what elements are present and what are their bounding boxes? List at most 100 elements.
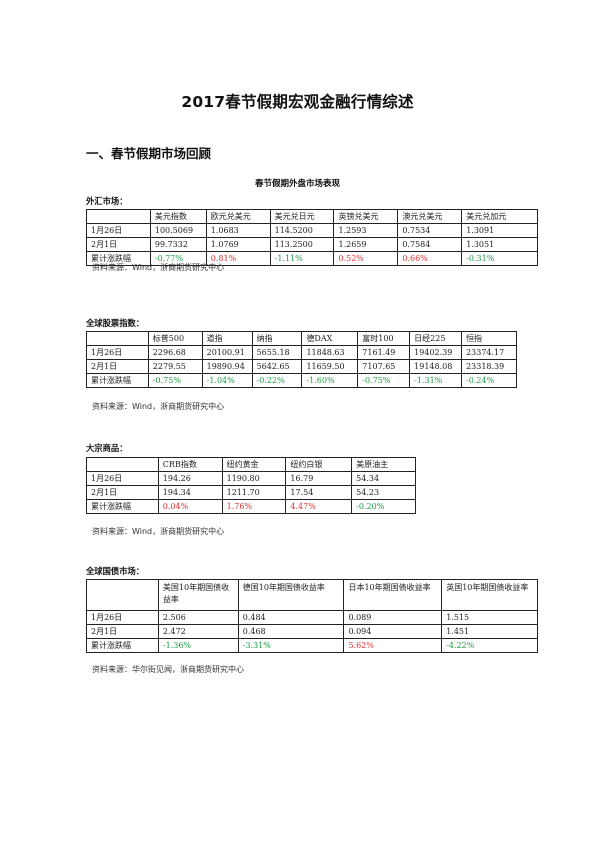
column-header: 道指	[201, 331, 253, 346]
table-cell: -1.60%	[301, 373, 359, 388]
table-cell: 100.5069	[149, 223, 207, 238]
table-header-row: 美元指数 欧元兑美元 美元兑日元 英镑兑美元 澳元兑美元 美元兑加元	[86, 209, 538, 224]
table-cell: 1.0683	[205, 223, 271, 238]
column-header: 纽约白银	[285, 457, 353, 472]
table-cell: -4.22%	[441, 638, 538, 653]
table-cell: 7107.65	[357, 359, 411, 374]
fx-source: 资料来源：Wind，浙商期货研究中心	[92, 263, 225, 272]
row-label-cell: 累计涨跌幅	[86, 499, 159, 514]
table-cell: -1.36%	[157, 638, 239, 653]
stocks-label: 全球股票指数：	[86, 318, 145, 328]
column-header: 美国10年期国债收益率	[157, 579, 239, 611]
table-row: 累计涨跌幅 -1.36% -3.31% 5.62% -4.22%	[86, 638, 538, 653]
table-cell: 23374.17	[461, 345, 517, 360]
stocks-table: 标普500 道指 纳指 德DAX 富时100 日经225 恒指 1月26日 2296.68 201…	[86, 331, 517, 388]
row-label-cell: 1月26日	[86, 471, 159, 486]
table-cell: 1190.80	[221, 471, 287, 486]
table-row: 2月1日 2.472 0.468 0.094 1.451	[86, 624, 538, 639]
table-header-row: 标普500 道指 纳指 德DAX 富时100 日经225 恒指	[86, 331, 517, 346]
table-cell: -0.31%	[461, 251, 538, 266]
table-header-row: CRB指数 纽约黄金 纽约白银 美原油主	[86, 457, 416, 472]
stocks-source: 资料来源：Wind，浙商期货研究中心	[92, 402, 225, 411]
table-caption: 春节假期外盘市场表现	[254, 179, 340, 189]
table-cell: 99.7332	[149, 237, 207, 252]
table-cell: 4.47%	[285, 499, 353, 514]
table-cell: -0.20%	[351, 499, 416, 514]
table-row: 累计涨跌幅 -0.77% 0.81% -1.11% 0.52% 0.66% -0.31%	[86, 251, 538, 266]
table-row: 1月26日 194.26 1190.80 16.79 54.34	[86, 471, 416, 486]
row-label-cell: 1月26日	[86, 345, 149, 360]
table-cell: 1.451	[441, 624, 538, 639]
table-cell: 17.54	[285, 485, 353, 500]
column-header: 德DAX	[301, 331, 359, 346]
table-cell: 0.66%	[397, 251, 463, 266]
column-header: 日本10年期国债收益率	[343, 579, 443, 611]
column-header: 英国10年期国债收益率	[441, 579, 538, 611]
table-cell: 19890.94	[201, 359, 253, 374]
table-cell: -1.04%	[201, 373, 253, 388]
table-cell: -0.75%	[147, 373, 203, 388]
table-cell: 0.7584	[397, 237, 463, 252]
header-corner-cell	[86, 457, 159, 472]
table-cell: 0.484	[237, 610, 345, 625]
bonds-source: 资料来源：华尔街见闻，浙商期货研究中心	[92, 665, 244, 674]
table-cell: -0.24%	[461, 373, 517, 388]
table-cell: 19148.08	[409, 359, 463, 374]
column-header: 标普500	[147, 331, 203, 346]
bonds-table: 美国10年期国债收益率 德国10年期国债收益率 日本10年期国债收益率 英国10年期国…	[86, 579, 538, 653]
table-cell: 1.3051	[461, 237, 538, 252]
header-corner-cell	[86, 579, 159, 611]
column-header: 澳元兑美元	[397, 209, 463, 224]
commodities-label: 大宗商品：	[86, 443, 128, 453]
table-cell: -1.11%	[269, 251, 335, 266]
row-label-cell: 累计涨跌幅	[86, 251, 151, 266]
table-cell: 194.26	[157, 471, 223, 486]
column-header: 德国10年期国债收益率	[237, 579, 345, 611]
commodities-source: 资料来源：Wind，浙商期货研究中心	[92, 527, 225, 536]
document-title: 2017春节假期宏观金融行情综述	[181, 93, 414, 111]
column-header: 富时100	[357, 331, 411, 346]
column-header: 纽约黄金	[221, 457, 287, 472]
table-row: 2月1日 99.7332 1.0769 113.2500 1.2659 0.7584 1.3…	[86, 237, 538, 252]
table-cell: 19402.39	[409, 345, 463, 360]
table-cell: 113.2500	[269, 237, 335, 252]
table-cell: 5655.18	[251, 345, 303, 360]
table-cell: 11848.63	[301, 345, 359, 360]
table-cell: -3.31%	[237, 638, 345, 653]
column-header: 美元兑加元	[461, 209, 538, 224]
table-cell: 1.2659	[333, 237, 399, 252]
table-row: 累计涨跌幅 0.04% 1.76% 4.47% -0.20%	[86, 499, 416, 514]
table-cell: 1.3091	[461, 223, 538, 238]
table-cell: 5642.65	[251, 359, 303, 374]
column-header: 美原油主	[351, 457, 416, 472]
table-row: 2月1日 194.34 1211.70 17.54 54.23	[86, 485, 416, 500]
table-cell: 0.04%	[157, 499, 223, 514]
row-label-cell: 2月1日	[86, 485, 159, 500]
column-header: 美元兑日元	[269, 209, 335, 224]
table-cell: 1.0769	[205, 237, 271, 252]
table-cell: 16.79	[285, 471, 353, 486]
table-cell: 194.34	[157, 485, 223, 500]
table-cell: 2.506	[157, 610, 239, 625]
table-cell: -0.77%	[149, 251, 207, 266]
table-cell: 7161.49	[357, 345, 411, 360]
column-header: 日经225	[409, 331, 463, 346]
column-header: 欧元兑美元	[205, 209, 271, 224]
table-cell: -0.75%	[357, 373, 411, 388]
row-label-cell: 累计涨跌幅	[86, 373, 149, 388]
table-cell: 54.23	[351, 485, 416, 500]
table-cell: 0.52%	[333, 251, 399, 266]
table-cell: 1.2593	[333, 223, 399, 238]
table-cell: 23318.39	[461, 359, 517, 374]
fx-label: 外汇市场：	[86, 196, 128, 206]
table-cell: -1.31%	[409, 373, 463, 388]
table-cell: 1.76%	[221, 499, 287, 514]
table-cell: -0.22%	[251, 373, 303, 388]
table-cell: 0.089	[343, 610, 443, 625]
table-cell: 0.7534	[397, 223, 463, 238]
row-label-cell: 2月1日	[86, 624, 159, 639]
row-label-cell: 累计涨跌幅	[86, 638, 159, 653]
commodities-table: CRB指数 纽约黄金 纽约白银 美原油主 1月26日 194.26 1190.80 16.79…	[86, 457, 416, 514]
table-cell: 0.094	[343, 624, 443, 639]
table-row: 1月26日 2296.68 20100.91 5655.18 11848.63 7161.…	[86, 345, 517, 360]
